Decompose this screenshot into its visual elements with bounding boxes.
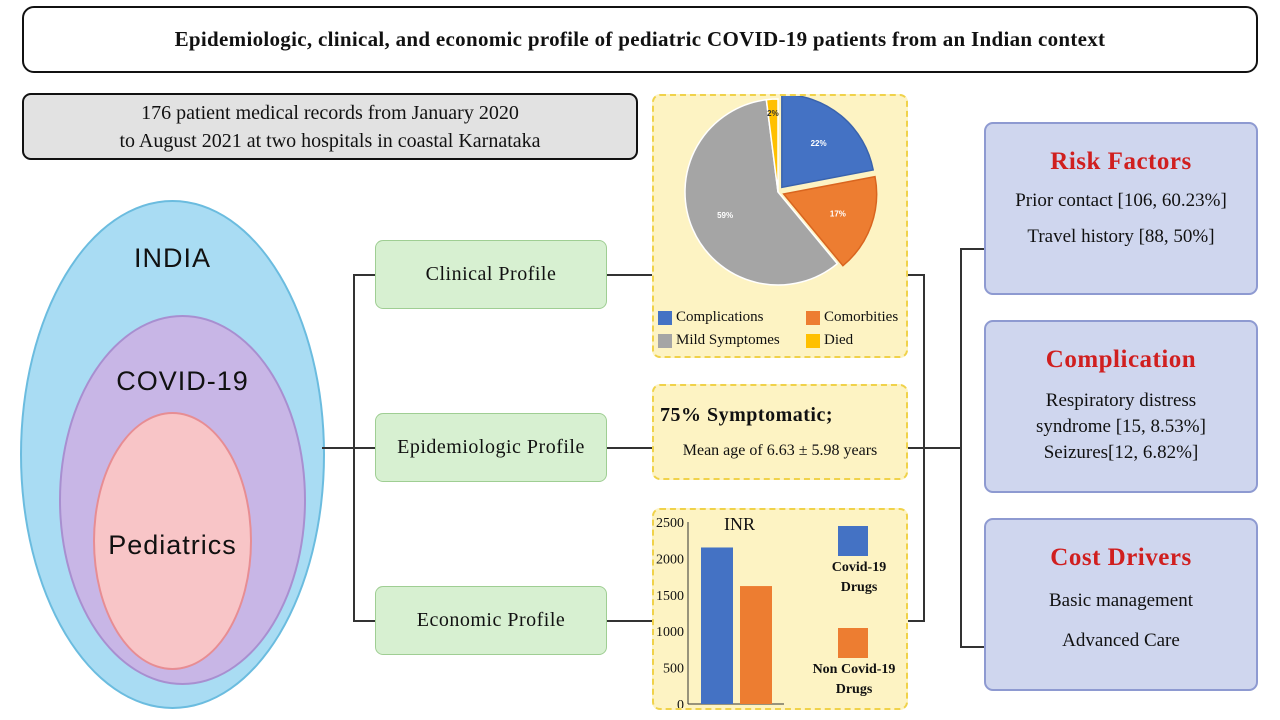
india-label: INDIA	[133, 243, 211, 273]
pediatrics-ellipse	[93, 412, 252, 670]
covid-label: COVID-19	[116, 366, 249, 396]
connector-econ-left	[353, 620, 375, 622]
cost-drivers-box: Cost Drivers Basic management Advanced C…	[984, 518, 1258, 691]
complication-box: Complication Respiratory distress syndro…	[984, 320, 1258, 493]
records-line-1: 176 patient medical records from January…	[141, 101, 519, 124]
epidemiologic-profile-box: Epidemiologic Profile	[375, 413, 607, 482]
records-box: 176 patient medical records from January…	[22, 93, 638, 160]
complication-item: syndrome [15, 8.53%]	[1036, 416, 1206, 437]
economic-profile-box: Economic Profile	[375, 586, 607, 655]
legend-label: Comorbities	[824, 309, 899, 325]
pie-slice-died	[765, 98, 779, 193]
y-tick-label: 1500	[656, 589, 684, 604]
y-tick-label: 2500	[656, 516, 684, 531]
pediatrics-label: Pediatrics	[108, 530, 237, 560]
pie-chart: 22% 17% 59% 2%	[684, 96, 878, 286]
legend-item-comorbities: Comorbities	[806, 309, 898, 326]
legend-label: Complications	[676, 309, 764, 325]
legend-swatch	[658, 310, 672, 325]
legend-non-covid-drugs: Non Covid-19 Drugs	[794, 660, 914, 700]
pie-slice-complications	[781, 96, 875, 189]
risk-factors-box: Risk Factors Prior contact [106, 60.23%]…	[984, 122, 1258, 295]
bar-chart-panel: 0 500 1000 1500 2000 2500 INR Covid-19 Drugs …	[652, 508, 908, 710]
connector-risk	[960, 248, 984, 250]
legend-covid-line1: Covid-19	[831, 560, 887, 575]
connector-epi-right	[607, 447, 652, 449]
connector-econ-right	[607, 620, 652, 622]
connector-venn	[322, 447, 354, 449]
y-tick-label: 500	[663, 662, 684, 677]
cost-item: Advanced Care	[1062, 630, 1180, 651]
pie-data-label: 2%	[767, 109, 779, 118]
bar-chart-title: INR	[724, 514, 755, 534]
cost-item: Basic management	[1048, 590, 1194, 611]
bar-chart: 0 500 1000 1500 2000 2500	[656, 516, 868, 708]
legend-label: Died	[824, 332, 854, 348]
legend-item-died: Died	[806, 332, 853, 349]
complication-item: Respiratory distress	[1045, 390, 1197, 411]
records-line-2: to August 2021 at two hospitals in coast…	[119, 129, 541, 152]
pie-chart-panel: 22% 17% 59% 2% Complications Comorbities Mi…	[652, 94, 908, 358]
pie-data-label: 17%	[830, 210, 846, 219]
legend-covid-drugs: Covid-19 Drugs	[804, 558, 914, 598]
epi-panel: 75% Symptomatic; Mean age of 6.63 ± 5.98…	[652, 384, 908, 480]
connector-clinical-left	[353, 274, 375, 276]
risk-item: Travel history [88, 50%]	[1027, 226, 1215, 247]
connector-pie-out	[908, 274, 924, 276]
legend-covid-line2: Drugs	[840, 580, 878, 595]
connector-epi-left	[353, 447, 375, 449]
mean-age-text: Mean age of 6.63 ± 5.98 years	[682, 442, 878, 459]
pie-slice-mild-symptomes	[684, 98, 839, 286]
connector-clinical-right	[607, 274, 652, 276]
connector-right-vertical-2	[960, 248, 962, 648]
legend-item-complications: Complications	[658, 309, 764, 326]
legend-noncovid-line1: Non Covid-19	[812, 662, 896, 677]
risk-factors-title: Risk Factors	[1050, 148, 1192, 175]
complication-title: Complication	[1045, 346, 1197, 373]
legend-item-mild-symptomes: Mild Symptomes	[658, 332, 780, 349]
bar-non-covid-drugs	[740, 586, 772, 704]
y-tick-label: 2000	[656, 552, 684, 567]
legend-swatch	[658, 333, 672, 348]
main-title: Epidemiologic, clinical, and economic pr…	[22, 6, 1258, 73]
risk-item: Prior contact [106, 60.23%]	[1015, 190, 1227, 211]
pie-data-label: 22%	[811, 139, 827, 148]
pie-slice-comorbities	[782, 175, 878, 267]
legend-swatch-non-covid	[838, 628, 868, 658]
cost-drivers-title: Cost Drivers	[1050, 544, 1192, 571]
legend-swatch	[806, 310, 820, 325]
legend-noncovid-line2: Drugs	[835, 682, 873, 697]
connector-bar-out	[908, 620, 924, 622]
clinical-profile-box: Clinical Profile	[375, 240, 607, 309]
legend-swatch-covid	[838, 526, 868, 556]
pie-data-label: 59%	[717, 211, 733, 220]
legend-label: Mild Symptomes	[676, 332, 780, 348]
connector-middle	[908, 447, 962, 449]
y-tick-label: 1000	[656, 625, 684, 640]
complication-item: Seizures[12, 6.82%]	[1043, 442, 1199, 463]
symptomatic-text: 75% Symptomatic;	[660, 404, 833, 426]
connector-cost	[960, 646, 984, 648]
y-tick-label: 0	[677, 698, 684, 708]
legend-swatch	[806, 333, 820, 348]
bar-covid-drugs	[701, 547, 733, 704]
